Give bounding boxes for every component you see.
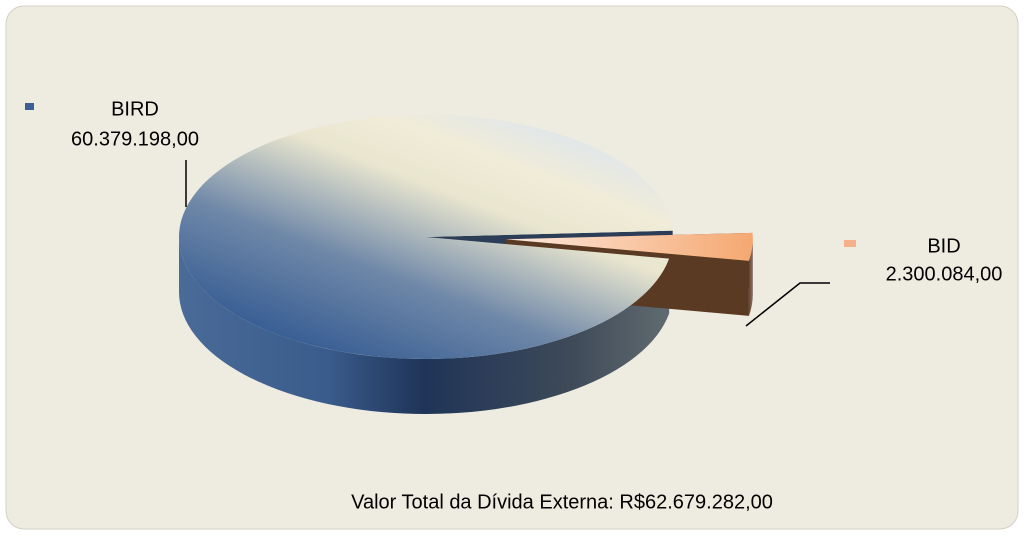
slice-label: BID bbox=[927, 235, 960, 257]
legend-marker bbox=[25, 103, 34, 110]
slice-side bbox=[179, 237, 670, 415]
pie bbox=[178, 115, 753, 415]
slice bbox=[178, 115, 673, 360]
slice-value-label: 2.300.084,00 bbox=[886, 263, 1003, 285]
slice-value-label: 60.379.198,00 bbox=[71, 128, 199, 150]
slice-side bbox=[748, 239, 753, 316]
legend-marker bbox=[844, 240, 856, 247]
slice-label: BIRD bbox=[111, 98, 159, 120]
annotation: Valor Total da Dívida Externa: R$62.679.… bbox=[351, 491, 773, 513]
slice bbox=[505, 232, 753, 261]
leader-line bbox=[745, 282, 830, 327]
